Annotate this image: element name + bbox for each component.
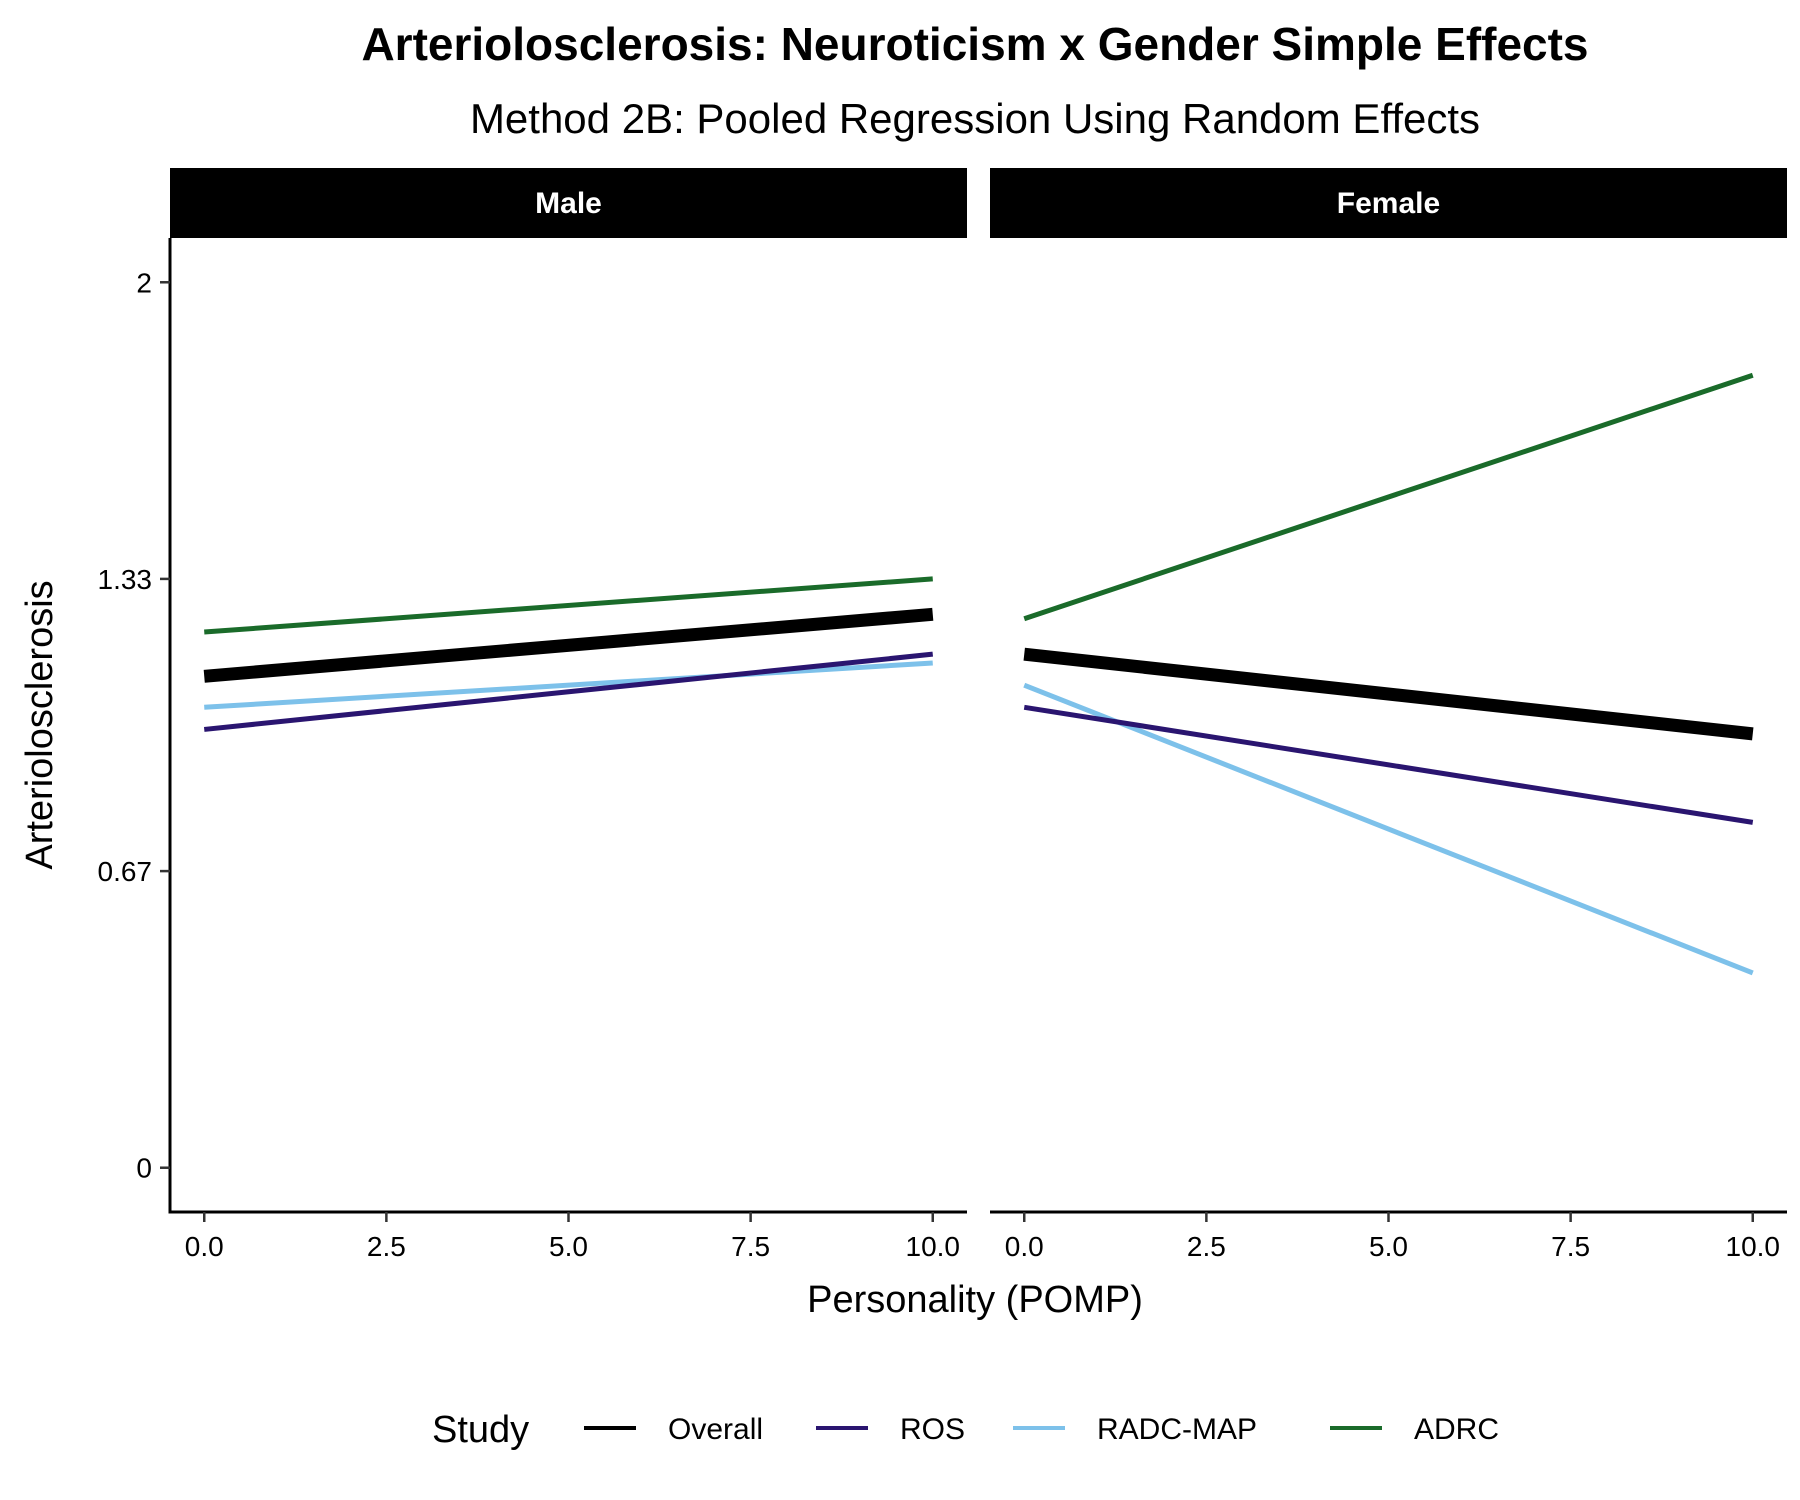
x-tick-label: 2.5 [367, 1231, 406, 1262]
series-line-radc-map [204, 660, 933, 710]
panel-male: Male 0.0 2.5 5.0 7.5 10.0 [170, 168, 967, 1262]
y-tick-label: 1.33 [98, 564, 153, 595]
facet-panels: Male 0.0 2.5 5.0 7.5 10.0 Female 0.0 2.5 5.0 7.5 10… [170, 168, 1787, 1262]
y-axis-title: Arteriolosclerosis [19, 580, 61, 869]
series-line-overall [1023, 647, 1754, 741]
x-tick-label: 5.0 [549, 1231, 588, 1262]
legend-label: ROS [900, 1413, 965, 1446]
facet-strip-label: Male [535, 187, 602, 220]
y-tick-label: 0 [136, 1153, 152, 1184]
x-axis-title: Personality (POMP) [807, 1279, 1143, 1321]
x-tick-label: 10.0 [906, 1231, 961, 1262]
series-line-ros [1023, 704, 1754, 825]
facet-strip-label: Female [1337, 187, 1440, 220]
legend: Study Overall ROS RADC-MAP ADRC [432, 1409, 1499, 1451]
legend-label: Overall [668, 1413, 763, 1446]
y-axis: 0 0.67 1.33 2 [98, 238, 172, 1214]
facet-strip [170, 168, 967, 238]
x-tick-label: 7.5 [731, 1231, 770, 1262]
chart-title: Arteriolosclerosis: Neuroticism x Gender… [361, 18, 1588, 70]
x-tick-label: 0.0 [185, 1231, 224, 1262]
y-tick-label: 2 [136, 267, 152, 298]
panel-female: Female 0.0 2.5 5.0 7.5 10.0 [990, 168, 1787, 1262]
series-line-radc-map [1023, 682, 1754, 976]
legend-label: RADC-MAP [1097, 1413, 1257, 1446]
legend-title: Study [432, 1409, 529, 1451]
x-tick-label: 7.5 [1551, 1231, 1590, 1262]
x-tick-label: 2.5 [1187, 1231, 1226, 1262]
x-tick-label: 0.0 [1005, 1231, 1044, 1262]
series-line-ros [203, 651, 934, 732]
facet-strip [990, 168, 1787, 238]
x-tick-label: 5.0 [1369, 1231, 1408, 1262]
y-tick-label: 0.67 [98, 856, 153, 887]
series-line-adrc [1023, 372, 1754, 622]
legend-label: ADRC [1414, 1413, 1499, 1446]
series-line-adrc [204, 576, 933, 635]
chart-subtitle: Method 2B: Pooled Regression Using Rando… [470, 95, 1480, 142]
series-line-overall [203, 607, 934, 683]
x-tick-label: 10.0 [1726, 1231, 1781, 1262]
